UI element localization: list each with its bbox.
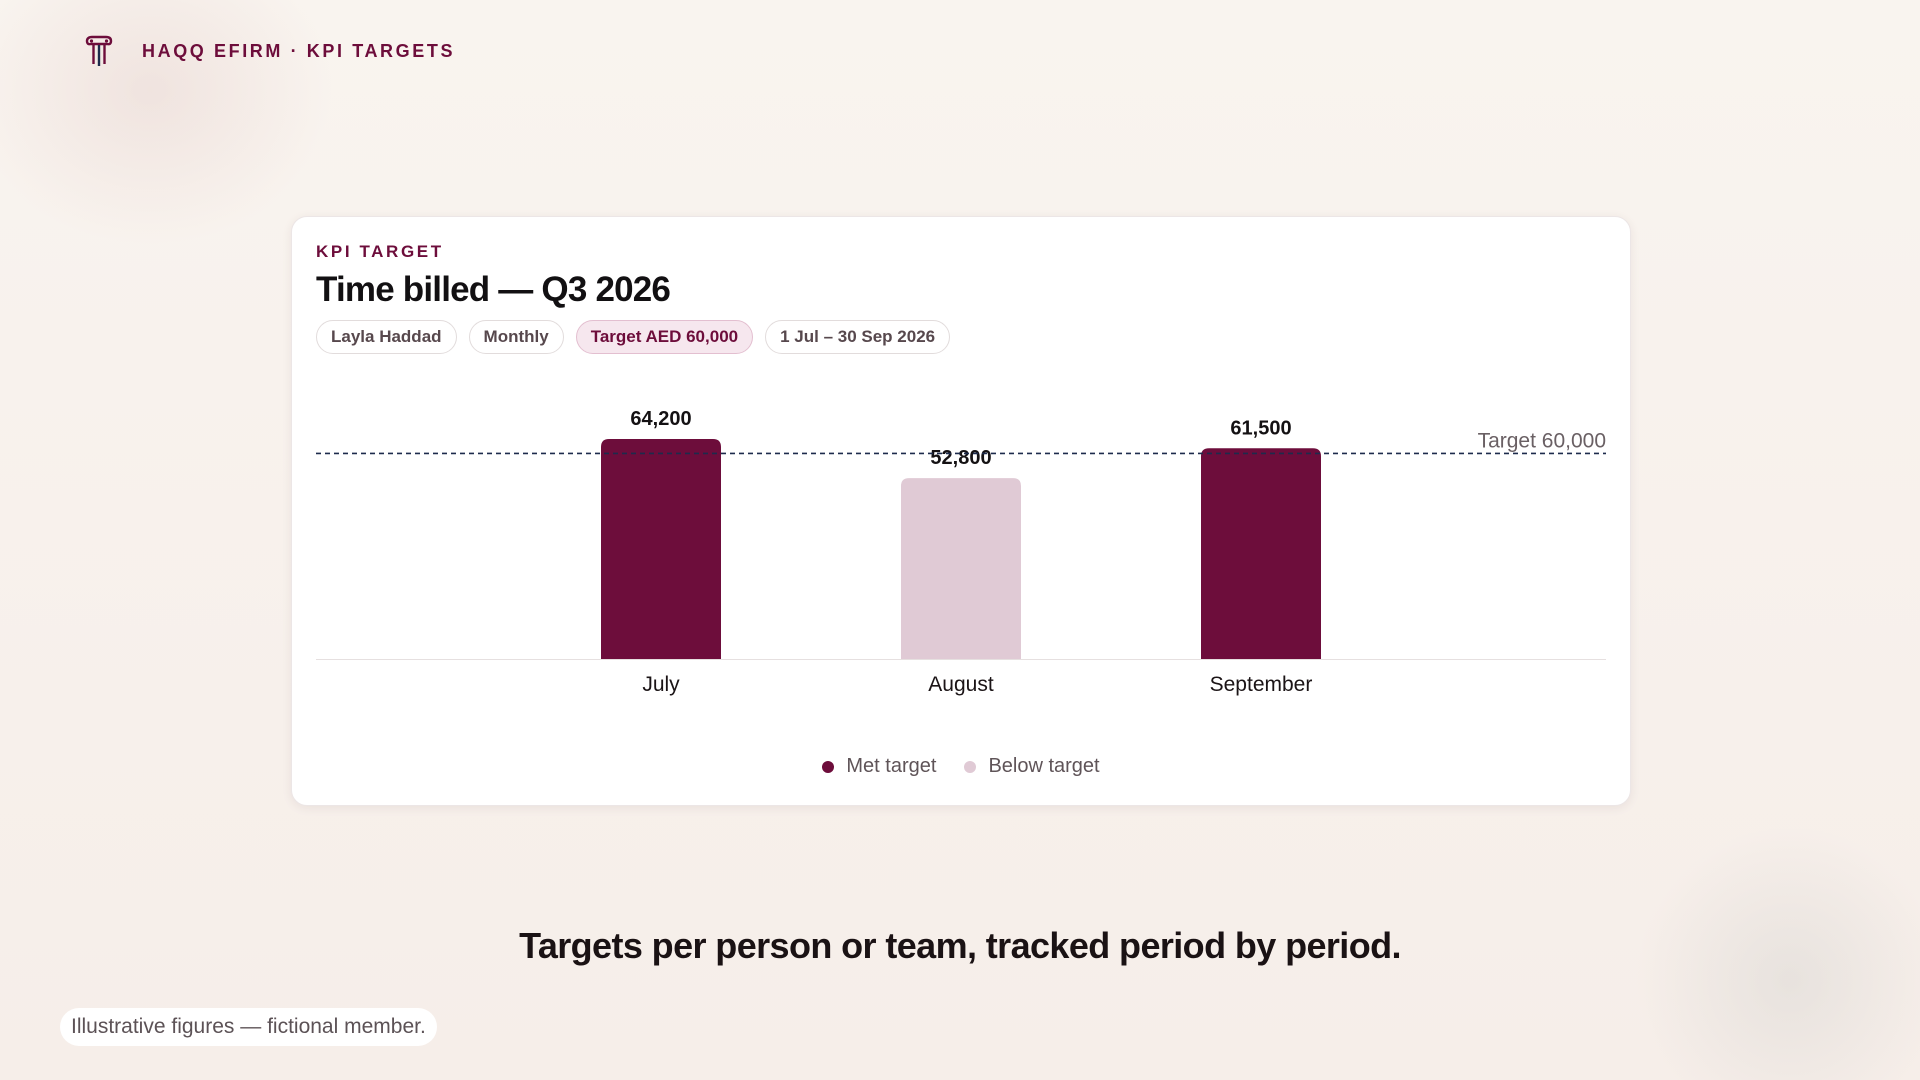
bar-chart: 64,200 July 52,800 August 61,500 September Tar… [316,408,1606,696]
tagline: Targets per person or team, tracked peri… [519,925,1401,966]
filter-date-range[interactable]: 1 Jul – 30 Sep 2026 [765,320,951,354]
data-label-august: 52,800 [930,447,991,469]
bar-july [601,439,721,659]
filter-person[interactable]: Layla Haddad [316,320,457,354]
footnote: Illustrative figures — fictional member. [60,1008,437,1046]
x-tick-label-july: July [642,673,680,696]
bar-august [901,478,1021,659]
legend-item-below: Below target [964,755,1100,778]
legend-dot-below [964,760,977,773]
brand-title: HAQQ EFIRM · KPI TARGETS [142,40,456,61]
bar-september [1201,448,1321,659]
card-title: Time billed — Q3 2026 [316,270,671,309]
filter-pills: Layla Haddad Monthly Target AED 60,000 1… [316,320,951,354]
legend-item-met: Met target [822,755,936,778]
filter-period[interactable]: Monthly [468,320,564,354]
x-tick-label-september: September [1210,673,1313,696]
data-label-july: 64,200 [630,408,691,430]
filter-target[interactable]: Target AED 60,000 [575,320,754,354]
data-label-september: 61,500 [1230,417,1291,439]
legend-label-met: Met target [846,755,937,777]
brand-header: HAQQ EFIRM · KPI TARGETS [82,34,455,68]
target-line-label: Target 60,000 [1478,429,1606,452]
kpi-card: KPI TARGET Time billed — Q3 2026 Layla H… [291,216,1631,806]
chart-legend: Met target Below target [292,755,1630,778]
legend-dot-met [822,760,835,773]
card-eyebrow: KPI TARGET [316,242,444,261]
legend-label-below: Below target [988,755,1100,777]
column-pillar-icon [85,35,113,66]
x-tick-label-august: August [928,673,994,696]
